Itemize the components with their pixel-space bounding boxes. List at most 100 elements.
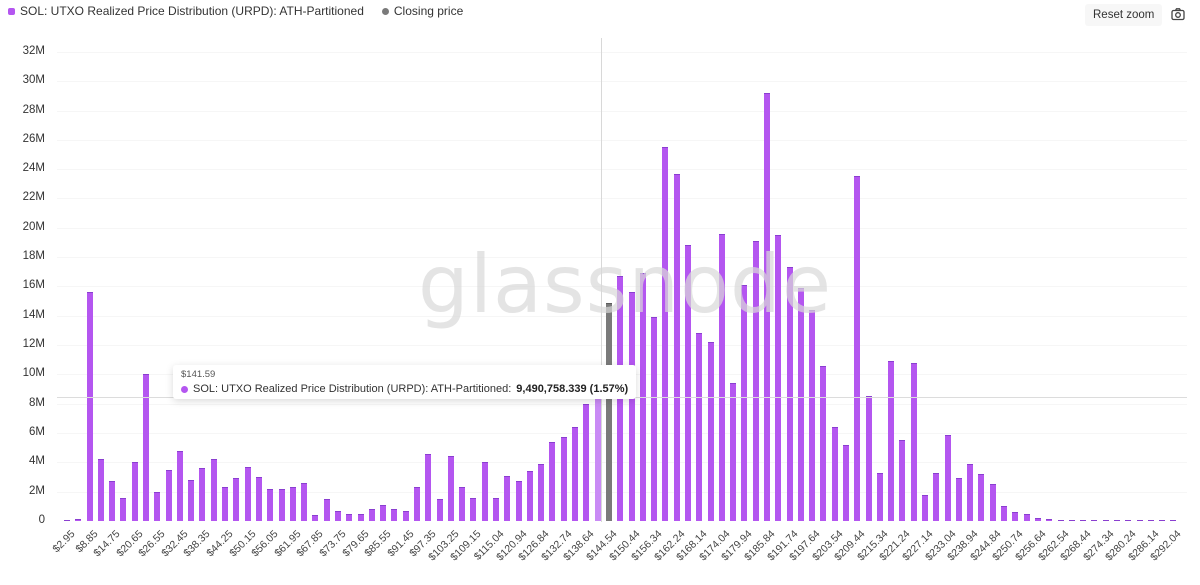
bar[interactable]	[786, 267, 793, 521]
bar[interactable]	[131, 462, 138, 521]
bar[interactable]	[899, 440, 906, 521]
bar[interactable]	[809, 309, 816, 521]
bar[interactable]	[1034, 518, 1041, 521]
bar[interactable]	[86, 292, 93, 521]
bar[interactable]	[380, 504, 387, 521]
bar[interactable]	[244, 466, 251, 521]
bar[interactable]	[233, 478, 240, 521]
bar[interactable]	[481, 462, 488, 521]
bar[interactable]	[176, 450, 183, 521]
bar[interactable]	[368, 509, 375, 521]
bar[interactable]	[255, 477, 262, 521]
bar[interactable]	[651, 317, 658, 521]
bar[interactable]	[1136, 520, 1143, 521]
bar[interactable]	[1057, 519, 1064, 521]
bar[interactable]	[933, 472, 940, 521]
bar[interactable]	[391, 509, 398, 521]
bar[interactable]	[888, 361, 895, 521]
bar[interactable]	[605, 302, 612, 521]
bar[interactable]	[1113, 520, 1120, 521]
bar[interactable]	[978, 474, 985, 521]
bar[interactable]	[1080, 520, 1087, 521]
bar[interactable]	[143, 374, 150, 521]
camera-icon[interactable]	[1170, 6, 1186, 22]
bar[interactable]	[1102, 520, 1109, 521]
bar[interactable]	[199, 468, 206, 521]
bar[interactable]	[1147, 520, 1154, 521]
bar[interactable]	[222, 487, 229, 521]
bar[interactable]	[301, 482, 308, 521]
bar[interactable]	[188, 479, 195, 521]
bar[interactable]	[730, 383, 737, 521]
bar[interactable]	[741, 284, 748, 521]
bar[interactable]	[346, 513, 353, 521]
bar[interactable]	[876, 472, 883, 521]
bar[interactable]	[594, 381, 601, 521]
bar[interactable]	[210, 459, 217, 521]
bar[interactable]	[425, 453, 432, 521]
bar[interactable]	[955, 478, 962, 521]
bar[interactable]	[357, 513, 364, 521]
bar[interactable]	[752, 240, 759, 521]
bar[interactable]	[865, 396, 872, 521]
bar[interactable]	[1012, 512, 1019, 521]
bar[interactable]	[75, 518, 82, 521]
bar[interactable]	[526, 471, 533, 521]
bar[interactable]	[910, 362, 917, 521]
bar[interactable]	[763, 92, 770, 521]
bar[interactable]	[267, 488, 274, 521]
bar[interactable]	[447, 456, 454, 521]
bar[interactable]	[109, 481, 116, 521]
bar[interactable]	[1046, 518, 1053, 521]
bar[interactable]	[1001, 506, 1008, 521]
bar[interactable]	[312, 515, 319, 521]
legend-item-urpd[interactable]: SOL: UTXO Realized Price Distribution (U…	[8, 4, 364, 18]
bar[interactable]	[797, 287, 804, 521]
bar[interactable]	[989, 484, 996, 521]
bar[interactable]	[323, 499, 330, 521]
bar[interactable]	[165, 469, 172, 521]
bar[interactable]	[470, 497, 477, 521]
bar[interactable]	[572, 427, 579, 521]
bar[interactable]	[820, 365, 827, 521]
bar[interactable]	[1068, 519, 1075, 521]
bar[interactable]	[944, 434, 951, 521]
bar[interactable]	[922, 494, 929, 521]
bar[interactable]	[504, 475, 511, 521]
bar[interactable]	[1125, 520, 1132, 521]
bar[interactable]	[560, 437, 567, 521]
bar[interactable]	[402, 510, 409, 521]
reset-zoom-button[interactable]: Reset zoom	[1085, 4, 1163, 26]
bar[interactable]	[1170, 520, 1177, 521]
bar[interactable]	[843, 444, 849, 521]
bar[interactable]	[673, 173, 680, 521]
bar[interactable]	[583, 403, 590, 521]
bar[interactable]	[662, 147, 669, 521]
bar[interactable]	[684, 245, 691, 521]
bar[interactable]	[97, 459, 104, 521]
bar[interactable]	[549, 441, 556, 521]
bar[interactable]	[967, 463, 974, 521]
bar[interactable]	[696, 333, 703, 521]
legend-item-closing-price[interactable]: Closing price	[381, 4, 463, 18]
bar[interactable]	[278, 488, 285, 521]
bar[interactable]	[459, 487, 466, 521]
bar[interactable]	[120, 497, 127, 521]
bar[interactable]	[1023, 513, 1030, 521]
bar[interactable]	[628, 292, 635, 521]
bar[interactable]	[334, 510, 341, 521]
bar[interactable]	[493, 497, 500, 521]
bar[interactable]	[775, 235, 782, 521]
bar[interactable]	[436, 499, 443, 521]
bar[interactable]	[707, 342, 714, 521]
bar[interactable]	[1159, 520, 1166, 521]
bar[interactable]	[515, 481, 522, 521]
bar[interactable]	[854, 176, 861, 521]
bar[interactable]	[1091, 520, 1098, 521]
bar[interactable]	[538, 463, 545, 521]
bar[interactable]	[64, 519, 70, 521]
bar[interactable]	[831, 427, 838, 521]
bar[interactable]	[289, 487, 296, 521]
bar[interactable]	[154, 491, 161, 521]
